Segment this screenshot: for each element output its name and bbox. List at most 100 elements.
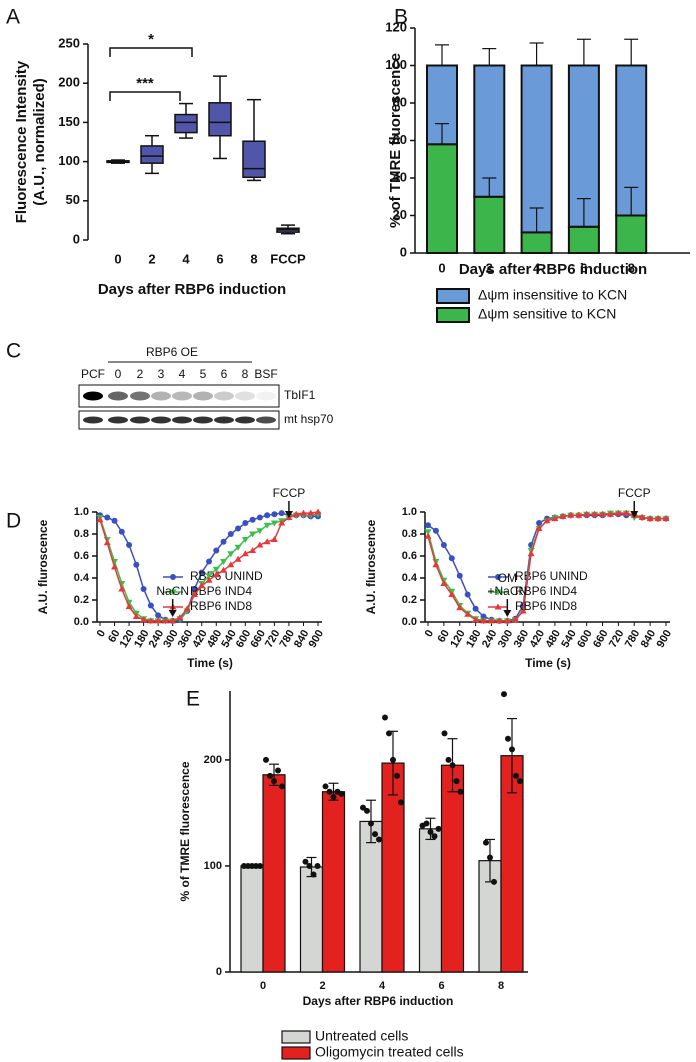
x-tick-label: 0 [114, 251, 121, 266]
marker [191, 586, 198, 592]
lane-label: 8 [242, 367, 249, 381]
y-tick-label: 0.6 [74, 550, 89, 562]
band [108, 391, 128, 401]
marker [169, 617, 177, 624]
data-point [483, 839, 489, 846]
marker [314, 508, 322, 515]
marker [111, 517, 118, 524]
marker [456, 572, 463, 579]
data-point [275, 767, 281, 774]
marker [591, 510, 599, 517]
marker [132, 613, 140, 619]
marker [270, 520, 278, 527]
x-axis-label: Time (s) [525, 656, 571, 670]
x-tick-label: 4 [182, 251, 190, 266]
marker [535, 525, 543, 531]
marker [104, 514, 111, 521]
x-tick-label: 60 [106, 628, 123, 645]
marker [448, 591, 456, 597]
arrow-head [503, 610, 512, 617]
marker [227, 531, 234, 537]
x-tick-label: 480 [543, 628, 563, 650]
data-point [441, 730, 448, 737]
marker [472, 605, 479, 612]
band [151, 391, 171, 401]
legend-label: Untreated cells [315, 1028, 408, 1044]
marker [448, 555, 455, 562]
marker [575, 511, 583, 518]
marker [440, 542, 447, 548]
band [83, 416, 103, 424]
x-tick-label: 840 [639, 628, 659, 650]
data-point [322, 783, 329, 790]
x-tick-label: 420 [528, 628, 548, 650]
data-point [310, 871, 317, 878]
x-axis-label: Days after RBP6 induction [303, 994, 454, 1008]
marker [464, 591, 471, 598]
y-tick-label: 0.0 [402, 616, 417, 628]
band [256, 391, 276, 401]
band [235, 416, 255, 424]
data-point [423, 820, 430, 827]
data-point [509, 746, 515, 753]
data-point [271, 778, 277, 785]
marker [614, 509, 622, 516]
y-tick-label: 100 [204, 860, 222, 872]
box [242, 140, 266, 179]
marker [299, 509, 307, 516]
marker [495, 617, 503, 624]
band [108, 416, 128, 424]
x-tick-label: 660 [591, 628, 611, 650]
marker [198, 582, 206, 589]
annotation: OM [498, 571, 517, 585]
marker [212, 566, 220, 573]
data-point [453, 778, 460, 785]
band [214, 416, 234, 424]
y-tick-label: 0.8 [74, 528, 89, 540]
y-tick-label: 40 [393, 169, 407, 184]
data-point [364, 807, 370, 814]
marker [425, 522, 431, 529]
bar-segment [426, 143, 458, 254]
blot-frame [78, 384, 280, 408]
lane-label: 6 [221, 367, 228, 381]
panel-label: B [394, 6, 408, 29]
x-tick-label: 8 [498, 980, 504, 992]
band [235, 391, 255, 401]
marker [527, 550, 535, 557]
marker [424, 529, 432, 536]
marker [234, 555, 242, 562]
marker [235, 525, 242, 532]
data-point [505, 735, 511, 742]
arrow-head [630, 511, 639, 518]
marker [511, 616, 519, 623]
y-axis-label: (A.U., normalized) [31, 78, 48, 206]
y-tick-label: 0.0 [74, 616, 89, 628]
marker [154, 617, 162, 624]
band [193, 391, 213, 401]
x-tick-label: 2 [319, 980, 325, 992]
data-point [257, 862, 263, 869]
annotation: FCCP [618, 486, 651, 500]
data-point [267, 772, 273, 779]
x-tick-label: 300 [496, 628, 516, 650]
marker [583, 510, 591, 517]
lane-label: 3 [158, 367, 165, 381]
data-point [394, 772, 400, 779]
x-tick-label: 780 [623, 628, 643, 650]
legend-label: RBP6 IND4 [515, 584, 577, 598]
marker [205, 576, 213, 583]
bar [418, 828, 443, 973]
data-point [372, 831, 378, 838]
marker [424, 532, 432, 539]
marker [464, 610, 472, 617]
data-point [360, 804, 366, 811]
x-tick-label: 0 [95, 628, 108, 639]
data-point [445, 756, 452, 763]
x-tick-label: 4 [533, 260, 541, 275]
data-point [263, 756, 269, 763]
marker [432, 561, 440, 568]
x-tick-label: 6 [438, 980, 444, 992]
panel-label: D [6, 510, 21, 533]
marker [249, 547, 257, 553]
